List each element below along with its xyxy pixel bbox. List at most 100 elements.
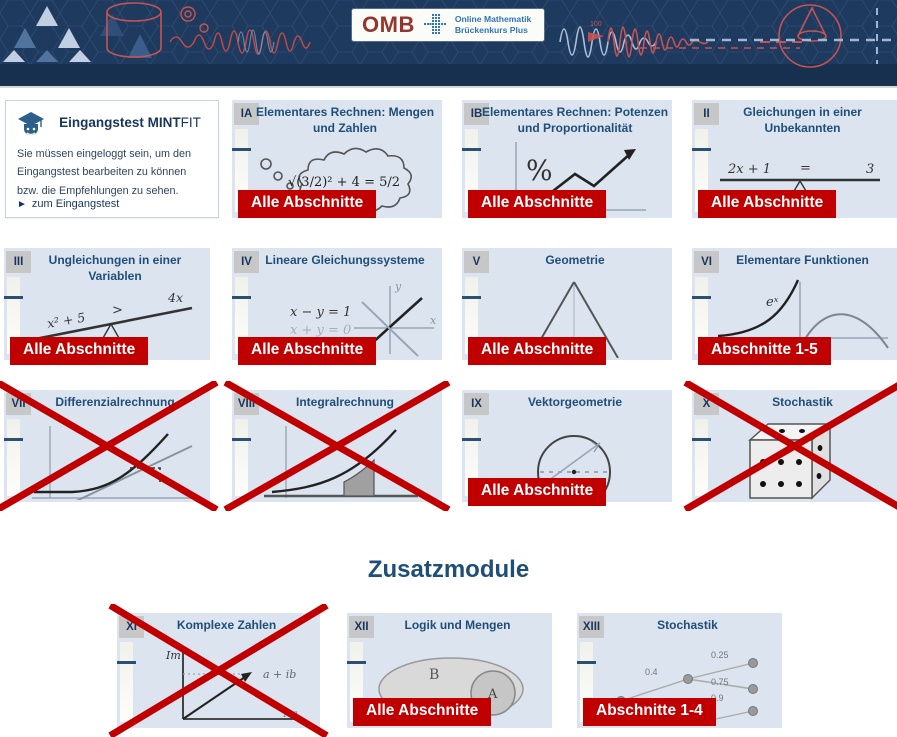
module-card-vi: VI Elementare Funktionen eˣ Abschnitte 1… <box>692 248 897 365</box>
exp-function-label: eˣ <box>766 295 779 310</box>
zum-eingangstest-link[interactable]: ► zum Eingangstest <box>17 198 119 210</box>
balance-equation-illustration: 2x + 1 = 3 <box>720 161 880 197</box>
inequality-seesaw-illustration: x² + 5 > 4x <box>29 290 193 342</box>
set-b-label: B <box>429 667 439 683</box>
omb-logo-subtitle: Online Mathematik Brückenkurs Plus <box>455 14 531 36</box>
module-title: Elementare Funktionen <box>736 253 869 267</box>
module-button[interactable]: Alle Abschnitte <box>238 190 377 218</box>
prob-04-label: 0.4 <box>645 667 658 677</box>
zusatzmodule-heading: Zusatzmodule <box>367 556 530 583</box>
differential-illustration <box>32 426 193 500</box>
percent-label: % <box>526 154 553 187</box>
progress-strip <box>462 419 481 496</box>
equation-left-label: 2x + 1 <box>727 162 771 177</box>
title-fit: FIT <box>180 115 201 130</box>
integral-illustration <box>264 426 418 498</box>
module-badge: IB <box>464 103 489 125</box>
module-badge: II <box>694 103 719 125</box>
module-badge: XII <box>349 616 374 638</box>
eingangstest-card: Eingangstest MINTFIT Sie müssen eingelog… <box>5 100 219 218</box>
module-title: Logik und Mengen <box>404 618 511 632</box>
decor-100-label: 100 <box>590 21 602 28</box>
eingangstest-title: Eingangstest MINTFIT <box>48 115 212 130</box>
progress-strip <box>692 277 711 354</box>
link-label: zum Eingangstest <box>31 198 120 210</box>
module-badge: IX <box>464 393 489 415</box>
complex-plane-illustration: Im Re a + ib <box>165 649 301 720</box>
prob-09-label: 0.9 <box>711 693 724 703</box>
module-button[interactable]: Alle Abschnitte <box>468 190 607 218</box>
progress-tick-icon <box>232 148 251 151</box>
module-button[interactable]: Alle Abschnitte <box>353 698 492 726</box>
eingangstest-description: Sie müssen eingeloggt sein, um den Einga… <box>17 148 192 197</box>
module-button[interactable]: Alle Abschnitte <box>468 478 607 506</box>
progress-tick-icon <box>347 661 366 664</box>
im-axis-label: Im <box>165 649 181 662</box>
equation2-label: x + y = 0 <box>290 323 351 338</box>
module-card-viii: VIII Integralrechnung <box>232 390 442 502</box>
equation1-label: x − y = 1 <box>290 305 351 320</box>
module-card-ii: II Gleichungen in einer Unbekannten 2x +… <box>692 100 897 218</box>
logo-line2: Brückenkurs Plus <box>454 25 528 35</box>
module-title: Gleichungen in einer Unbekannten <box>743 105 862 135</box>
module-button[interactable]: Abschnitte 1-4 <box>583 698 716 726</box>
module-card-ia: IA Elementares Rechnen: Mengen und Zahle… <box>232 100 442 218</box>
progress-strip <box>4 419 23 496</box>
progress-strip <box>4 277 23 354</box>
module-card-xi: XI Komplexe Zahlen Im Re a + ib <box>117 613 320 728</box>
module-card-xii: XII Logik und Mengen B A Alle Abschnitte <box>347 613 552 728</box>
progress-strip <box>232 419 251 496</box>
module-card-ib: IB Elementares Rechnen: Potenzen und Pro… <box>462 100 672 218</box>
module-button[interactable]: Abschnitte 1-5 <box>698 337 831 365</box>
progress-tick-icon <box>232 296 251 299</box>
progress-tick-icon <box>462 438 481 441</box>
progress-tick-icon <box>692 148 711 151</box>
link-arrow-icon: ► <box>17 199 27 210</box>
module-title: Stochastik <box>657 618 718 632</box>
inequality-sign-label: > <box>112 303 123 318</box>
cylinder-icon <box>106 2 162 58</box>
damped-wave-icon <box>559 26 802 58</box>
inequality-left-label: x² + 5 <box>46 310 87 331</box>
module-badge: XIII <box>579 616 604 638</box>
equation-right-label: 3 <box>866 162 874 177</box>
module-title: Elementares Rechnen: Mengen und Zahlen <box>255 105 435 135</box>
module-button[interactable]: Alle Abschnitte <box>10 337 149 365</box>
dashed-line-icon <box>640 8 897 64</box>
module-title: Vektorgeometrie <box>527 395 623 409</box>
set-a-label: A <box>487 687 498 702</box>
re-axis-label: Re <box>282 707 298 720</box>
module-card-x: X Stochastik <box>692 390 897 502</box>
module-title: Integralrechnung <box>295 395 394 409</box>
module-title: Komplexe Zahlen <box>176 618 277 632</box>
formula-label: √(3/2)² + 4 = 5/2 <box>288 175 400 190</box>
complex-point-label: a + ib <box>263 668 296 681</box>
module-card-ix: IX Vektorgeometrie Alle Abschnitte <box>462 390 672 506</box>
title-mint: Eingangstest MINT <box>59 115 181 130</box>
progress-strip <box>692 419 711 496</box>
progress-tick-icon <box>462 148 481 151</box>
module-card-vii: VII Differenzialrechnung <box>4 390 210 502</box>
module-title: Stochastik <box>772 395 833 409</box>
module-button[interactable]: Alle Abschnitte <box>468 337 607 365</box>
progress-strip <box>117 642 136 722</box>
module-button[interactable]: Alle Abschnitte <box>698 190 837 218</box>
x-axis-label: x <box>430 314 437 327</box>
logo-line1: Online Mathematik <box>454 13 532 24</box>
module-title: Lineare Gleichungssysteme <box>265 253 425 267</box>
graduation-cap-icon <box>18 112 44 136</box>
module-badge: IA <box>234 103 259 125</box>
module-card-v: V Geometrie Alle Abschnitte <box>462 248 672 365</box>
progress-tick-icon <box>462 296 481 299</box>
module-button[interactable]: Alle Abschnitte <box>238 337 377 365</box>
omb-logo[interactable]: OMB Online Mathematik Brückenkurs Plus <box>352 9 544 41</box>
sine-wave-icon <box>169 29 311 55</box>
circle-cone-icon <box>778 4 842 68</box>
sierpinski-triangle-icon <box>3 6 152 62</box>
module-title: Elementares Rechnen: Potenzen und Propor… <box>481 105 669 135</box>
equation-equals-label: = <box>800 161 811 176</box>
progress-tick-icon <box>4 296 23 299</box>
module-card-iv: IV Lineare Gleichungssysteme x − y = 1 x… <box>232 248 442 365</box>
header-banner: 100 OMB <box>0 0 897 88</box>
